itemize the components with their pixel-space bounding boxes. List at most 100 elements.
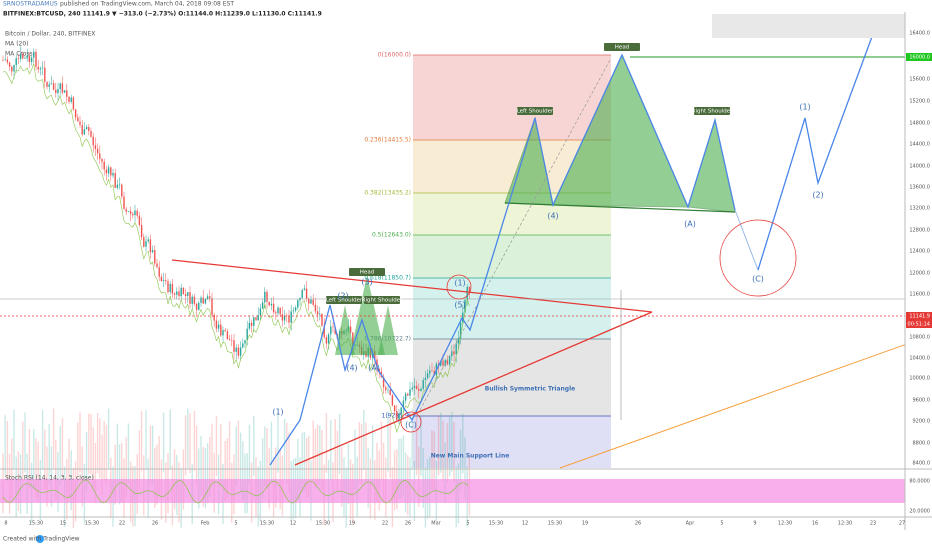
- volume: [156, 444, 158, 505]
- price-label: 12400.0: [909, 249, 930, 255]
- label-box: [326, 296, 362, 304]
- countdown: 00:51:14: [908, 322, 930, 328]
- candle: [13, 65, 15, 72]
- annotation: (1): [799, 103, 810, 112]
- candle: [448, 356, 451, 365]
- candle: [413, 385, 416, 388]
- price-label: 16000.0: [909, 55, 930, 61]
- volume: [312, 420, 314, 481]
- fib-band: [413, 416, 611, 468]
- candle: [4, 59, 6, 61]
- candle: [404, 393, 407, 401]
- candle: [162, 280, 165, 282]
- symbol-line: BITFINEX:BTCUSD, 240 11141.9 ▼ −313.0 (−…: [3, 11, 322, 18]
- candle: [235, 347, 237, 352]
- candle: [259, 308, 262, 316]
- candle: [184, 294, 187, 296]
- candle: [107, 167, 110, 174]
- time-label: 9: [753, 521, 756, 527]
- volume: [363, 409, 365, 470]
- candle: [151, 250, 154, 253]
- candle: [138, 215, 141, 225]
- time-label: 22: [382, 521, 388, 527]
- volume: [204, 448, 207, 509]
- volume: [440, 412, 442, 473]
- legend-item: MA (20): [5, 41, 29, 48]
- time-label: 15:30: [489, 521, 503, 527]
- candle: [268, 301, 270, 306]
- time-label: Mar: [431, 521, 441, 527]
- candle: [376, 359, 378, 370]
- candle: [325, 337, 328, 344]
- volume: [169, 409, 171, 470]
- candle: [233, 340, 235, 352]
- volume: [268, 448, 270, 509]
- candle: [112, 173, 114, 176]
- candle: [85, 127, 88, 130]
- candle: [211, 298, 213, 315]
- fib-label: 0(16000.0): [378, 52, 411, 59]
- price-label: 14800.0: [909, 121, 930, 127]
- wave-path: [734, 209, 759, 271]
- volume: [50, 446, 53, 507]
- candle: [134, 210, 136, 216]
- candle: [446, 360, 449, 365]
- volume: [138, 430, 141, 491]
- volume: [37, 441, 39, 502]
- circle: [446, 274, 472, 300]
- legend-item: MA Cross: [5, 51, 33, 58]
- trendline: [171, 259, 653, 313]
- time-label: 15: [60, 521, 66, 527]
- circle: [719, 219, 797, 297]
- volume: [303, 431, 306, 492]
- candle: [429, 370, 431, 374]
- candle: [288, 316, 290, 323]
- time-label: 23: [870, 521, 876, 527]
- price-label: 8400.0: [913, 461, 931, 467]
- candle: [255, 317, 257, 321]
- volume: [437, 415, 440, 476]
- candle: [457, 338, 460, 344]
- volume: [55, 439, 57, 500]
- candle: [125, 209, 127, 212]
- time-label: 5: [466, 521, 469, 527]
- candle: [50, 83, 53, 85]
- candle: [2, 60, 4, 61]
- candle: [217, 324, 220, 329]
- price-label: 10000.0: [909, 376, 930, 382]
- annotation: (4): [346, 364, 357, 373]
- volume: [380, 421, 383, 482]
- candle: [409, 389, 411, 396]
- candle: [204, 299, 207, 304]
- candle: [94, 145, 97, 149]
- candle: [96, 148, 99, 154]
- candle: [330, 326, 332, 335]
- volume: [418, 447, 420, 508]
- time-label: 22: [119, 521, 125, 527]
- volume: [420, 415, 422, 476]
- drawings: [0, 14, 932, 504]
- candle: [92, 136, 94, 146]
- ma-line: [2, 62, 470, 433]
- candle: [422, 380, 424, 389]
- volume: [101, 434, 103, 495]
- fib-label: 0.236(14415.5): [364, 137, 411, 144]
- candle: [99, 153, 101, 159]
- candle: [402, 400, 405, 408]
- candle: [72, 97, 75, 110]
- fib-label: 0.618(11850.7): [364, 275, 411, 282]
- candle: [101, 158, 103, 162]
- volume: [275, 447, 277, 508]
- candle: [290, 311, 292, 323]
- volume: [202, 446, 204, 507]
- candle: [200, 297, 202, 303]
- candle: [407, 393, 409, 396]
- candle: [156, 263, 158, 268]
- volume: [237, 420, 240, 481]
- candle: [15, 58, 17, 66]
- candle: [11, 66, 13, 72]
- time-label: 15:30: [548, 521, 562, 527]
- candle: [286, 315, 288, 317]
- volume: [396, 448, 398, 509]
- candle: [79, 121, 81, 126]
